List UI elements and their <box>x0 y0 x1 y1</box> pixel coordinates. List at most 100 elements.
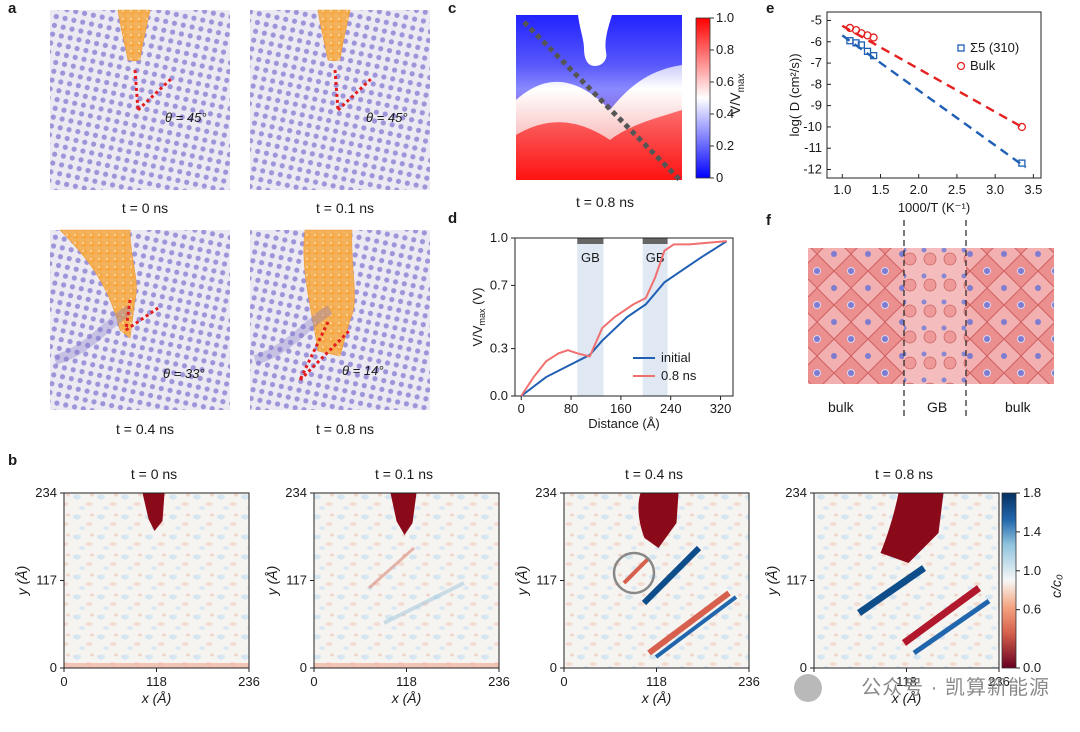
x-tick-label: 2.0 <box>910 182 928 197</box>
data-point-square <box>863 47 872 56</box>
x-axis-label: x (Å) <box>141 690 172 706</box>
map-title-4: t = 0.8 ns <box>875 466 933 482</box>
y-tick-label: -9 <box>810 98 822 113</box>
lithium-region <box>880 493 944 563</box>
y-tick-label: 1.0 <box>490 230 508 245</box>
plot-frame <box>514 237 734 397</box>
plot-frame <box>826 11 1042 179</box>
panel-c-colorbar-label: V/Vmax <box>727 73 747 115</box>
x-tick-label: 236 <box>988 674 1010 689</box>
y-tick-label: -7 <box>810 55 822 70</box>
lithium-region <box>638 493 679 548</box>
lithium-filament <box>317 9 351 62</box>
snapshot-time-4: t = 0.8 ns <box>316 421 374 437</box>
tip-void <box>578 15 612 66</box>
lithium-region <box>390 493 417 535</box>
angle-guide-line <box>124 299 132 331</box>
panel-label-f: f <box>766 212 771 229</box>
data-point-square <box>869 51 878 60</box>
panel-c-potential-map: 0 0.2 0.4 0.6 0.8 1.0 <box>516 10 734 185</box>
label-gb: GB <box>927 399 948 415</box>
y-axis-label: y (Å) <box>764 566 780 597</box>
y-tick-label: 0.7 <box>490 277 508 292</box>
x-tick-label: 3.0 <box>986 182 1004 197</box>
angle-guide-line <box>336 76 374 112</box>
x-tick-label: 118 <box>396 674 417 689</box>
colorbar-c <box>695 17 711 179</box>
angle-guide-line <box>298 321 330 381</box>
y-tick-label: 234 <box>535 485 557 500</box>
y-tick-label: 234 <box>35 485 57 500</box>
x-tick-label: 0 <box>560 674 567 689</box>
y-axis-label: log( D (cm²/s)) <box>787 53 802 136</box>
panel-label-a: a <box>8 0 17 17</box>
fit-line <box>841 24 1023 128</box>
x-tick-label: 236 <box>238 674 260 689</box>
colorbar-b-tick: 0.0 <box>1023 660 1041 675</box>
dislocation-trail <box>253 305 333 365</box>
colorbar-b-tick: 1.0 <box>1023 563 1041 578</box>
y-tick-label: -5 <box>810 13 822 28</box>
colorbar-b-label: c/c₀ <box>1048 574 1064 598</box>
colorbar-c-tick: 0.2 <box>716 138 734 153</box>
x-axis-label: x (Å) <box>391 690 422 706</box>
colorbar-b-tick: 1.8 <box>1023 485 1041 500</box>
panel-f-gb-structure <box>808 220 1054 420</box>
x-axis-label: 1000/T (K⁻¹) <box>898 200 970 215</box>
colorbar-c-tick: 0.8 <box>716 42 734 57</box>
y-tick-label: 0 <box>800 660 807 675</box>
x-tick-label: 236 <box>738 674 760 689</box>
y-tick-label: -6 <box>810 34 822 49</box>
gb-region <box>642 238 668 396</box>
wechat-icon <box>794 674 822 702</box>
y-tick-label: -12 <box>803 161 822 176</box>
y-tick-label: 117 <box>786 573 807 588</box>
y-axis-label: y (Å) <box>264 566 280 597</box>
y-tick-label: 0 <box>550 660 557 675</box>
y-tick-label: 0.3 <box>490 341 508 356</box>
colorbar-b-tick: 0.6 <box>1023 602 1041 617</box>
x-axis-label: x (Å) <box>641 690 672 706</box>
colorbar-c-tick: 0.4 <box>716 106 734 121</box>
snapshot-angle-1: θ = 45° <box>165 110 207 125</box>
panel-label-b: b <box>8 452 18 469</box>
y-tick-label: 234 <box>285 485 307 500</box>
series-line-initial <box>520 240 728 397</box>
x-tick-label: 0 <box>518 401 525 416</box>
highlight-circle <box>612 551 656 595</box>
snapshot-angle-2: θ = 45° <box>366 110 408 125</box>
y-tick-label: 117 <box>36 573 57 588</box>
snapshot-time-3: t = 0.4 ns <box>116 421 174 437</box>
lithium-region <box>142 493 165 531</box>
x-tick-label: 0 <box>60 674 67 689</box>
panel-label-e: e <box>766 0 775 17</box>
y-tick-label: 0.0 <box>490 388 508 403</box>
x-axis-label: Distance (Å) <box>588 416 660 431</box>
map-title-1: t = 0 ns <box>130 466 178 482</box>
colorbar-c-tick: 0.6 <box>716 74 734 89</box>
x-tick-label: 1.5 <box>871 182 889 197</box>
snapshot-time-2: t = 0.1 ns <box>316 200 374 216</box>
data-point-circle <box>1017 122 1027 132</box>
gb-region <box>577 238 604 396</box>
x-tick-label: 118 <box>896 674 917 689</box>
x-axis-label: x (Å) <box>891 690 922 706</box>
snapshot-angle-3: θ = 33° <box>163 366 205 381</box>
angle-guide-line <box>333 69 340 111</box>
concentration-map-3: 0 118 236 0 117 234 x (Å) y (Å) <box>514 485 760 706</box>
concentration-map-1: 0 118 236 0 117 234 x (Å) y (Å) <box>14 485 260 706</box>
x-tick-label: 2.5 <box>948 182 966 197</box>
x-tick-label: 160 <box>610 401 632 416</box>
angle-guide-line <box>125 306 159 332</box>
y-axis-label: V/Vmax (V) <box>470 288 487 347</box>
lithium-filament <box>117 9 151 62</box>
x-tick-label: 236 <box>488 674 510 689</box>
gb-region-bar <box>642 238 668 244</box>
snapshot-angle-4: θ = 14° <box>342 363 384 378</box>
y-tick-label: 0 <box>300 660 307 675</box>
panel-label-d: d <box>448 210 458 227</box>
lithium-filament <box>59 229 137 339</box>
data-point-square <box>1018 159 1026 167</box>
y-tick-label: -8 <box>810 76 822 91</box>
